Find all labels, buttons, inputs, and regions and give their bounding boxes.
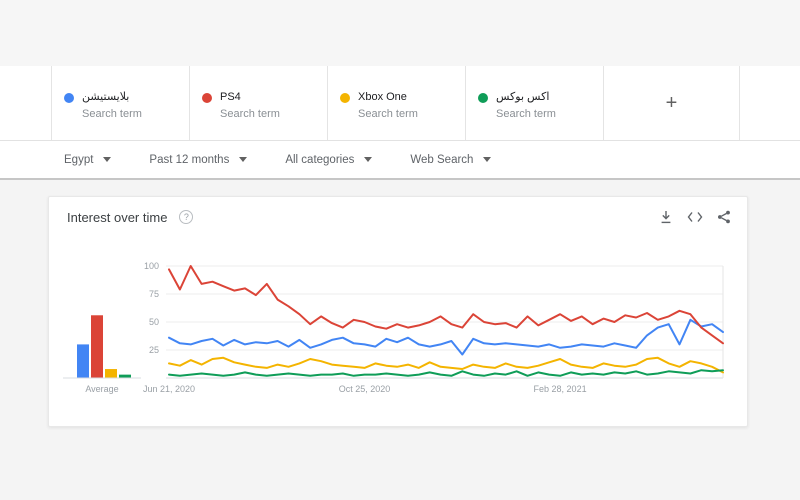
term-sublabel: Search term [358, 107, 418, 120]
share-icon[interactable] [716, 209, 732, 225]
svg-text:75: 75 [149, 289, 159, 299]
svg-text:Oct 25, 2020: Oct 25, 2020 [339, 384, 391, 394]
chevron-down-icon [364, 157, 373, 162]
main-content: Interest over time ? 25 50 75 100 Jun 21, 20… [0, 180, 800, 427]
card-actions [658, 209, 732, 225]
svg-text:100: 100 [144, 261, 159, 271]
help-icon[interactable]: ? [179, 210, 194, 224]
term-color-dot [202, 93, 212, 103]
svg-text:50: 50 [149, 317, 159, 327]
filter-label: Egypt [64, 153, 94, 166]
term-color-dot [478, 93, 488, 103]
term-sublabel: Search term [220, 107, 280, 120]
term-sublabel: Search term [82, 107, 142, 120]
term-card-xbox-arabic[interactable]: اكس بوكس Search term [465, 66, 603, 140]
chevron-down-icon [483, 157, 492, 162]
terms-row-spacer [0, 66, 51, 140]
chevron-down-icon [239, 157, 248, 162]
term-label: بلايستيشن [82, 91, 130, 103]
term-sublabel: Search term [496, 107, 556, 120]
trends-chart-svg: 25 50 75 100 Jun 21, 2020 Oct 25, 2020 Feb 28,… [63, 261, 724, 394]
filter-label: Past 12 months [149, 153, 230, 166]
search-terms-row: بلايستيشن Search term PS4 Search term Xb… [0, 66, 800, 141]
filter-label: Web Search [410, 153, 474, 166]
filters-bar: Egypt Past 12 months All categories Web … [0, 141, 800, 180]
term-card-playstation[interactable]: بلايستيشن Search term [51, 66, 189, 140]
filter-time-range-dropdown[interactable]: Past 12 months [149, 153, 248, 166]
download-icon[interactable] [658, 209, 674, 225]
svg-text:Average: Average [85, 384, 118, 394]
terms-row-tail [740, 66, 800, 140]
filter-region-dropdown[interactable]: Egypt [64, 153, 112, 166]
top-strip [0, 0, 800, 66]
term-color-dot [64, 93, 74, 103]
chart-area: 25 50 75 100 Jun 21, 2020 Oct 25, 2020 Feb 28,… [49, 237, 749, 428]
svg-text:Jun 21, 2020: Jun 21, 2020 [143, 384, 195, 394]
term-color-dot [340, 93, 350, 103]
term-card-ps4[interactable]: PS4 Search term [189, 66, 327, 140]
term-label: Xbox One [358, 91, 407, 103]
chevron-down-icon [103, 157, 112, 162]
svg-text:Feb 28, 2021: Feb 28, 2021 [534, 384, 587, 394]
help-glyph: ? [183, 212, 189, 222]
interest-over-time-card: Interest over time ? 25 50 75 100 Jun 21, 20… [48, 196, 748, 427]
term-label: PS4 [220, 91, 241, 103]
filter-search-type-dropdown[interactable]: Web Search [410, 153, 492, 166]
filter-category-dropdown[interactable]: All categories [285, 153, 373, 166]
term-card-xbox-one[interactable]: Xbox One Search term [327, 66, 465, 140]
add-comparison-card[interactable]: + [603, 66, 740, 140]
card-header: Interest over time ? [49, 197, 747, 237]
embed-icon[interactable] [687, 209, 703, 225]
plus-icon: + [665, 91, 678, 114]
filter-label: All categories [285, 153, 355, 166]
term-label: اكس بوكس [496, 91, 550, 103]
svg-text:25: 25 [149, 345, 159, 355]
panel-title: Interest over time [67, 209, 168, 225]
